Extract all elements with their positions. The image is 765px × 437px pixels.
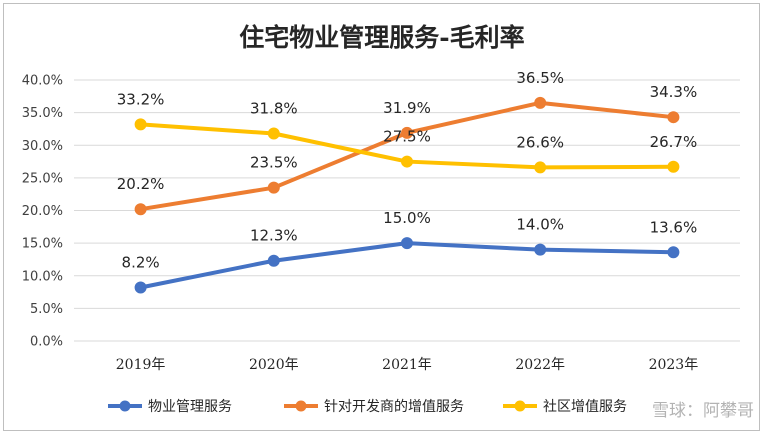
data-point [534,161,547,174]
legend-label: 物业管理服务 [148,399,232,415]
x-axis: 2019年 2020年 2021年 2022年 2023年 [116,357,698,373]
data-label: 34.3% [650,83,698,101]
data-label: 15.0% [383,209,431,227]
data-point [134,281,147,294]
data-label: 31.9% [383,99,431,117]
legend-marker [514,400,526,412]
legend-item: 社区增值服务 [503,399,627,415]
y-tick-label: 40.0% [22,74,63,89]
data-point [267,254,280,267]
legend-marker [119,400,131,412]
data-point [134,118,147,131]
y-axis: 0.0% 5.0% 10.0% 15.0% 20.0% 25.0% 30.0% 35.0% 40… [22,74,63,350]
legend-item: 物业管理服务 [108,399,232,415]
y-tick-label: 20.0% [22,204,63,219]
data-point [534,96,547,109]
data-label: 36.5% [516,69,564,87]
chart-title: 住宅物业管理服务-毛利率 [239,23,524,52]
data-label: 26.6% [516,133,564,151]
series-line [138,241,676,290]
data-point [401,155,413,168]
x-tick-label: 2021年 [382,357,432,373]
data-point [267,181,280,194]
data-label: 12.3% [250,227,298,245]
data-label: 13.6% [650,218,698,236]
y-tick-label: 0.0% [30,335,63,350]
data-point [134,203,147,216]
data-point [667,111,680,124]
x-tick-label: 2020年 [249,357,299,373]
data-point [401,237,413,250]
y-tick-label: 5.0% [30,302,63,317]
data-point [667,246,680,259]
data-point [667,160,680,173]
y-tick-label: 30.0% [22,139,63,154]
data-point [267,127,280,140]
data-label: 23.5% [250,154,298,172]
watermark-text: 雪球：阿攀哥 [652,401,754,421]
data-label: 26.7% [650,133,698,151]
y-tick-label: 25.0% [22,171,63,186]
data-label: 14.0% [516,216,564,234]
data-point [401,126,413,139]
chart-frame [3,3,760,431]
data-label: 31.8% [250,100,298,118]
x-tick-label: 2019年 [116,357,166,373]
data-label: 20.2% [117,175,165,193]
x-tick-label: 2023年 [649,357,699,373]
legend-label: 针对开发商的增值服务 [324,399,464,415]
series-group [134,96,680,294]
data-label: 8.2% [122,253,160,271]
grid-lines [74,79,740,342]
legend-label: 社区增值服务 [543,399,627,415]
legend-marker [295,400,307,412]
legend: 物业管理服务 针对开发商的增值服务 社区增值服务 [108,399,627,415]
x-tick-label: 2022年 [515,357,565,373]
data-point [534,243,547,256]
y-tick-label: 10.0% [22,269,63,284]
data-label: 27.5% [383,128,431,146]
y-tick-label: 35.0% [22,106,63,121]
legend-item: 针对开发商的增值服务 [284,399,464,415]
data-labels: 8.2% 12.3% 15.0% 14.0% 13.6% 20.2% 23.5% 31.9% 3… [117,69,697,272]
y-tick-label: 15.0% [22,237,63,252]
data-label: 33.2% [117,90,165,108]
